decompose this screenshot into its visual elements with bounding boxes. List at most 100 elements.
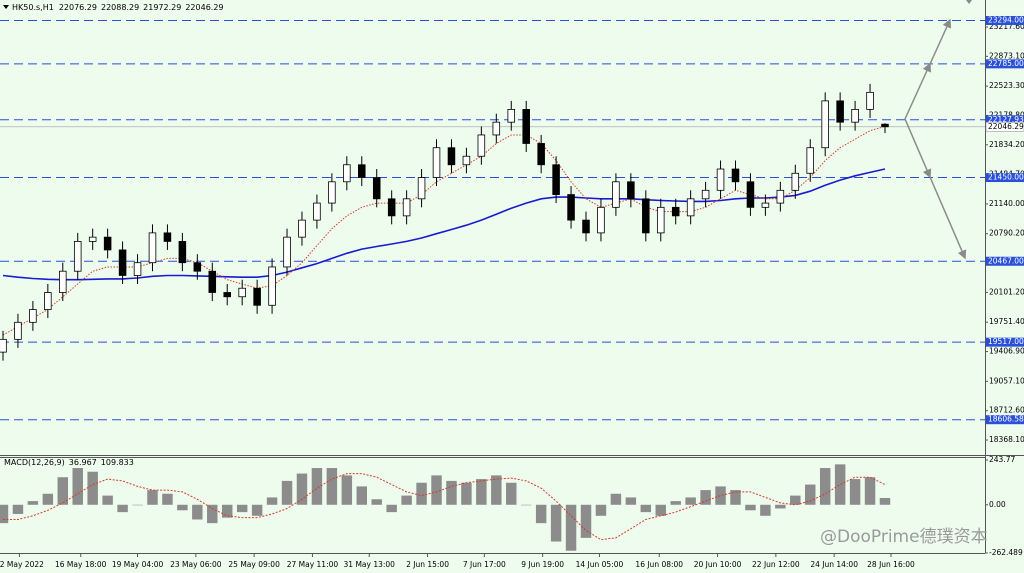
candle-body: [492, 121, 501, 136]
level-label-box: [986, 337, 1024, 347]
candle-body: [238, 287, 246, 298]
macd-bar: [416, 482, 427, 505]
macd-bar: [640, 504, 652, 513]
level-label: 18606.58: [988, 415, 1024, 424]
projection-arrows: [904, 0, 972, 260]
x-tick-label: 12 May 2022: [0, 560, 44, 569]
candle-body: [746, 181, 755, 208]
y-tick-label: 19057.10: [989, 376, 1024, 385]
macd-bar: [431, 475, 442, 505]
macd-bar: [12, 504, 24, 514]
level-label-box: [986, 415, 1024, 425]
macd-bar: [401, 495, 412, 505]
level-label: 20467.00: [988, 256, 1024, 265]
candle-body: [73, 241, 82, 272]
candle-body: [806, 147, 815, 174]
y-tick-label: 22873.10: [989, 51, 1024, 60]
macd-bar: [520, 504, 532, 506]
candle-body: [103, 236, 112, 251]
y-tick-label: 22178.80: [989, 110, 1024, 119]
arrow-tip: [966, 0, 972, 4]
macd-bar: [326, 468, 338, 505]
candle-body: [881, 123, 889, 128]
macd-bar: [775, 504, 786, 509]
candle-body: [552, 164, 560, 195]
macd-bar: [625, 497, 637, 505]
x-tick-label: 7 Jun 17:00: [463, 560, 506, 569]
macd-bar: [610, 493, 622, 505]
chart-header: HK50.s,H1 22076.29 22088.29 21972.29 22046.2…: [12, 3, 224, 12]
macd-bar: [177, 504, 188, 511]
candle-body: [372, 177, 381, 200]
level-label: 19517.00: [988, 337, 1024, 346]
macd-bar: [341, 475, 353, 505]
candle-body: [118, 249, 127, 276]
candle-body: [387, 198, 396, 217]
x-tick-label: 27 May 11:00: [287, 560, 339, 569]
y-tick-label: 23217.60: [989, 22, 1024, 31]
candle-body: [537, 143, 545, 166]
macd-bar: [296, 473, 308, 505]
candle-body: [44, 292, 52, 310]
candle-body: [627, 181, 635, 200]
macd-bar: [251, 504, 263, 516]
candle-body: [432, 147, 441, 178]
y-tick-label: 21834.20: [989, 140, 1024, 149]
watermark: @DooPrime德璞资本: [820, 527, 988, 547]
macd-bar: [87, 471, 98, 505]
macd-bar: [834, 464, 846, 505]
macd-bar: [476, 479, 487, 505]
macd-bar: [879, 497, 891, 505]
signal-value: 109.833: [101, 458, 134, 467]
candle-body: [298, 219, 306, 238]
macd-bar: [281, 480, 293, 505]
macd-bar: [147, 490, 158, 505]
macd-tick-label: 0.00: [989, 500, 1006, 509]
macd-bar: [236, 504, 248, 513]
candle-body: [268, 266, 276, 306]
level-label-box: [986, 15, 1024, 25]
macd-signal: [3, 473, 886, 541]
macd-bar: [42, 493, 54, 505]
candle-body: [313, 202, 321, 221]
macd-bar: [849, 479, 861, 505]
candle-body: [253, 287, 261, 306]
candle-body: [791, 172, 800, 191]
x-tick-label: 19 May 04:00: [112, 560, 164, 569]
macd-bar: [550, 504, 562, 542]
x-tick-label: 28 Jun 16:00: [867, 560, 915, 569]
candle-body: [29, 309, 37, 323]
macd-bar: [685, 497, 696, 505]
candle-body: [402, 198, 411, 217]
candle-body: [283, 236, 291, 268]
symbol: HK50.s,H1: [12, 3, 54, 12]
macd-bar: [700, 490, 711, 505]
macd-bar: [162, 493, 173, 505]
macd-header: MACD(12,26,9) 36.967 109.833: [4, 458, 134, 467]
macd-bar: [595, 504, 607, 516]
macd-title: MACD(12,26,9): [4, 458, 65, 467]
macd-bar: [790, 495, 801, 505]
level-label-box: [986, 59, 1024, 69]
candle-body: [462, 155, 471, 166]
level-label-box: [986, 115, 1024, 125]
candle-body: [0, 338, 7, 353]
macd-bar: [819, 468, 831, 505]
x-tick-label: 16 May 18:00: [55, 560, 107, 569]
price-label: 22046.29: [988, 122, 1024, 131]
candle-body: [776, 189, 785, 204]
x-tick-label: 16 Jun 08:00: [635, 560, 683, 569]
candle-body: [567, 194, 575, 221]
macd-bar: [491, 475, 502, 505]
x-tick-label: 2 Jun 15:00: [406, 560, 449, 569]
y-tick-label: 20790.20: [989, 229, 1024, 238]
candle-body: [851, 109, 859, 123]
macd-bar: [655, 504, 666, 516]
macd-tick-label: -262.489: [989, 548, 1023, 557]
arrow: [929, 176, 967, 260]
candle-body: [821, 100, 829, 149]
y-tick-label: 21140.00: [989, 199, 1024, 208]
macd-bar: [132, 504, 143, 506]
macd-bar: [670, 501, 681, 505]
price-label-box: [985, 122, 1024, 132]
